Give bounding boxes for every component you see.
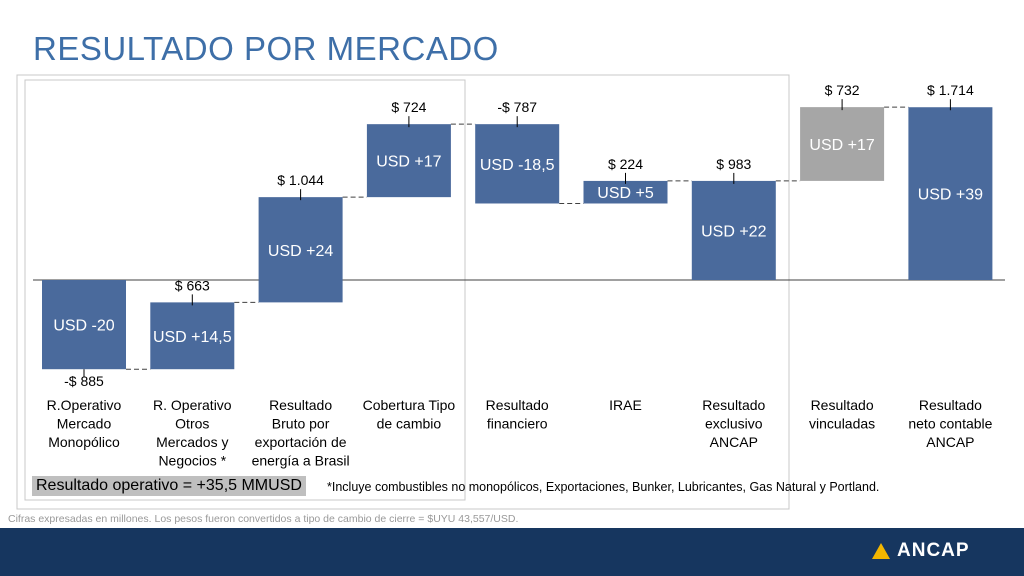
category-label-line: Mercado [57, 416, 112, 432]
ancap-triangle-icon [872, 543, 890, 559]
category-label-line: de cambio [377, 416, 442, 432]
category-label-line: Mercados y [156, 434, 228, 450]
category-label-line: Resultado [919, 397, 982, 413]
category-label-line: Otros [175, 416, 209, 432]
bar-value-label: $ 1.044 [277, 172, 324, 188]
bar-9 [908, 107, 993, 281]
bar-value-label: -$ 787 [497, 99, 537, 115]
footer-bar [0, 528, 1024, 576]
category-label-line: IRAE [609, 397, 642, 413]
category-label-line: Bruto por [272, 416, 330, 432]
category-label-line: Resultado [269, 397, 332, 413]
operating-result-box: Resultado operativo = +35,5 MMUSD [32, 476, 306, 496]
bar-value-label: $ 663 [175, 277, 210, 293]
bar-4 [366, 124, 451, 198]
group-frame-operativo [24, 79, 466, 501]
group-frame-exclusivo [16, 74, 790, 510]
bar-8 [800, 107, 885, 181]
category-label-line: financiero [487, 416, 548, 432]
category-label: Cobertura Tipo de cambio [363, 397, 456, 432]
category-label-line: Resultado [486, 397, 549, 413]
category-label: Resultado Bruto por exportación de energía … [252, 397, 350, 469]
bar-3 [258, 197, 343, 303]
bar-value-label: $ 224 [608, 156, 643, 172]
bar-value-label: $ 1.714 [927, 82, 974, 98]
category-label-line: R.Operativo [47, 397, 122, 413]
category-label-line: ANCAP [926, 434, 974, 450]
logo-text: ANCAP [897, 540, 970, 561]
ancap-logo: ANCAP [872, 540, 970, 562]
bar-2 [150, 302, 235, 370]
category-label: Resultado financiero [486, 397, 549, 432]
bar-usd-label: USD +24 [268, 243, 333, 260]
category-label-line: Resultado [811, 397, 874, 413]
bar-value-label: $ 724 [391, 99, 426, 115]
bar-usd-label: USD +39 [918, 187, 983, 204]
category-label: IRAE [609, 397, 642, 413]
category-label-line: exportación de [255, 434, 347, 450]
category-label-line: Negocios * [158, 453, 226, 469]
bar-usd-label: USD +5 [597, 185, 654, 202]
operating-result-note: *Incluye combustibles no monopólicos, Ex… [327, 480, 880, 494]
category-label: Resultado neto contable ANCAP [908, 397, 992, 450]
bar-7 [691, 180, 776, 280]
bar-value-label: $ 983 [716, 156, 751, 172]
bar-1 [42, 280, 126, 370]
category-label-line: Monopólico [48, 434, 120, 450]
category-label: R.Operativo Mercado Monopólico [47, 397, 122, 450]
bar-value-label: $ 732 [825, 82, 860, 98]
bar-usd-label: USD -20 [53, 318, 114, 335]
bar-value-label: -$ 885 [64, 373, 104, 389]
bar-usd-label: USD +14,5 [153, 329, 232, 346]
bar-6 [583, 180, 668, 204]
bar-usd-label: USD +17 [809, 137, 874, 154]
category-label: R. Operativo Otros Mercados y Negocios * [153, 397, 232, 469]
category-label-line: ANCAP [710, 434, 758, 450]
category-label-line: exclusivo [705, 416, 763, 432]
category-label-line: neto contable [908, 416, 992, 432]
category-label: Resultado exclusivo ANCAP [702, 397, 765, 450]
category-label: Resultado vinculadas [809, 397, 875, 432]
footnote: Cifras expresadas en millones. Los pesos… [8, 513, 519, 525]
bar-usd-label: USD -18,5 [480, 157, 555, 174]
category-label-line: Resultado [702, 397, 765, 413]
category-label-line: vinculadas [809, 416, 875, 432]
bar-usd-label: USD +22 [701, 223, 766, 240]
category-label-line: energía a Brasil [252, 453, 350, 469]
bar-5 [475, 124, 560, 204]
page-title: RESULTADO POR MERCADO [33, 30, 499, 67]
category-label-line: Cobertura Tipo [363, 397, 456, 413]
category-label-line: R. Operativo [153, 397, 232, 413]
bar-usd-label: USD +17 [376, 154, 441, 171]
